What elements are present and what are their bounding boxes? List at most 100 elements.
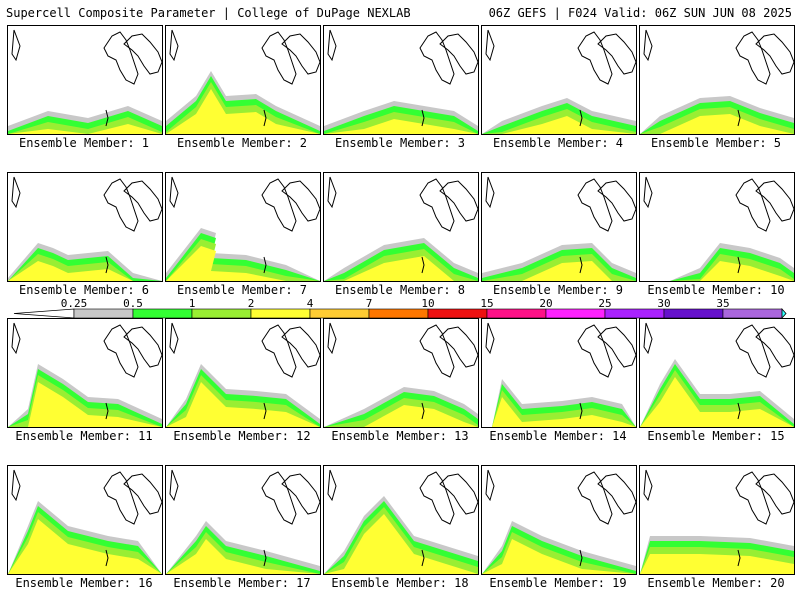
lake-outline — [103, 324, 139, 378]
ensemble-map-panel — [639, 318, 795, 428]
model-valid-time: 06Z GEFS | F024 Valid: 06Z SUN JUN 08 20… — [488, 6, 792, 20]
lake-outline — [103, 31, 139, 85]
lake-outline — [327, 322, 337, 355]
lake-outline — [755, 473, 794, 515]
ensemble-map-panel — [165, 25, 321, 135]
scp-contour-2 — [640, 114, 794, 134]
state-boundary-fragment — [737, 256, 741, 274]
page-title: Supercell Composite Parameter | College … — [6, 6, 411, 20]
lake-outline — [485, 29, 495, 62]
lake-outline — [327, 469, 337, 502]
state-boundary-fragment — [737, 549, 741, 567]
lake-outline — [577, 178, 613, 232]
colorbar-segment — [722, 308, 783, 319]
scp-map — [8, 322, 162, 427]
lake-outline — [577, 471, 613, 525]
ensemble-member-label: Ensemble Member: 13 — [331, 429, 469, 443]
scp-contour-2 — [8, 382, 162, 427]
scp-map — [324, 29, 478, 134]
scp-contour-2 — [8, 261, 162, 281]
colorbar-legend: 0.25 0.5 1 2 4 7 10 15 20 25 30 35 — [0, 298, 800, 322]
scp-map — [643, 176, 794, 281]
colorbar-graphic: 0.25 0.5 1 2 4 7 10 15 20 25 30 35 — [13, 298, 787, 320]
lake-outline — [123, 33, 162, 75]
scp-contour-2 — [166, 89, 320, 134]
scp-contour-2 — [670, 261, 794, 281]
lake-outline — [439, 326, 478, 368]
scp-map — [640, 469, 794, 574]
scp-map — [482, 29, 636, 134]
ensemble-member-label: Ensemble Member: 10 — [647, 283, 785, 297]
lake-outline — [11, 469, 21, 502]
scp-map — [8, 176, 162, 281]
scp-contour-2 — [324, 405, 478, 427]
lake-outline — [419, 31, 455, 85]
scp-contour-2 — [482, 539, 636, 574]
state-boundary-fragment — [105, 256, 109, 274]
lake-outline — [169, 176, 179, 209]
lake-outline — [11, 322, 21, 355]
ensemble-map-panel — [639, 172, 795, 282]
scp-map — [324, 322, 478, 427]
lake-outline — [169, 29, 179, 62]
state-boundary-fragment — [579, 109, 583, 127]
colorbar-segment — [191, 308, 252, 319]
ensemble-map-panel — [323, 465, 479, 575]
scp-map — [324, 469, 478, 574]
lake-outline — [643, 322, 653, 355]
colorbar-tick-label: 0.5 — [123, 298, 143, 310]
ensemble-map-panel — [165, 172, 321, 282]
lake-outline — [439, 180, 478, 222]
state-boundary-fragment — [421, 109, 425, 127]
scp-map — [8, 29, 162, 134]
ensemble-map-panel — [7, 172, 163, 282]
state-boundary-fragment — [105, 402, 109, 420]
colorbar-segment — [545, 308, 606, 319]
scp-map — [482, 469, 636, 574]
colorbar-segment — [368, 308, 429, 319]
lake-outline — [327, 176, 337, 209]
colorbar-segment — [663, 308, 724, 319]
lake-outline — [577, 31, 613, 85]
ensemble-member-label: Ensemble Member: 11 — [15, 429, 153, 443]
scp-contour-2 — [8, 519, 162, 574]
lake-outline — [419, 178, 455, 232]
colorbar-tick-label: 10 — [421, 298, 434, 310]
scp-map — [324, 176, 478, 281]
lake-outline — [577, 324, 613, 378]
ensemble-map-panel — [7, 25, 163, 135]
lake-outline — [755, 180, 794, 222]
ensemble-member-label: Ensemble Member: 3 — [334, 136, 466, 150]
ensemble-member-label: Ensemble Member: 7 — [176, 283, 308, 297]
lake-outline — [261, 178, 297, 232]
lake-outline — [735, 31, 771, 85]
lake-outline — [419, 324, 455, 378]
lake-outline — [485, 322, 495, 355]
colorbar-tick-label: 0.25 — [61, 298, 88, 310]
colorbar-segment — [486, 308, 547, 319]
ensemble-member-label: Ensemble Member: 8 — [334, 283, 466, 297]
state-boundary-fragment — [421, 549, 425, 567]
scp-contour-2 — [640, 554, 794, 574]
lake-outline — [755, 326, 794, 368]
scp-map — [166, 469, 320, 574]
ensemble-map-panel — [639, 465, 795, 575]
scp-contour-2 — [166, 539, 320, 574]
scp-map — [640, 322, 794, 427]
lake-outline — [327, 29, 337, 62]
ensemble-member-label: Ensemble Member: 2 — [176, 136, 308, 150]
scp-map — [482, 176, 636, 281]
lake-outline — [735, 471, 771, 525]
scp-contour-2 — [166, 382, 320, 427]
colorbar-tick-label: 1 — [189, 298, 196, 310]
lake-outline — [643, 469, 653, 502]
lake-outline — [103, 178, 139, 232]
scp-contour-2 — [8, 124, 162, 134]
lake-outline — [123, 180, 162, 222]
state-boundary-fragment — [263, 109, 267, 127]
scp-contour-2 — [324, 514, 478, 574]
scp-map — [166, 176, 320, 281]
state-boundary-fragment — [263, 402, 267, 420]
state-boundary-fragment — [579, 256, 583, 274]
ensemble-map-panel — [481, 172, 637, 282]
